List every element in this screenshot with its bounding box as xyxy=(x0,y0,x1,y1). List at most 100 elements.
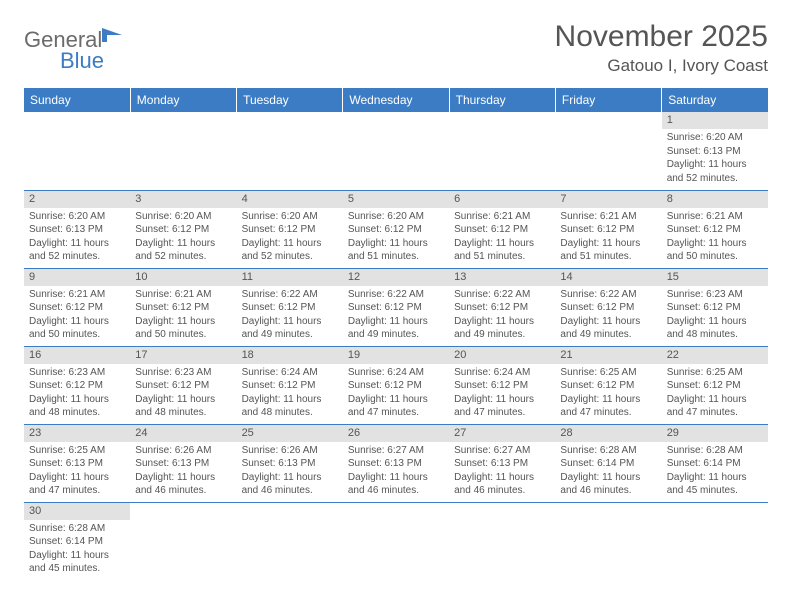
sunrise-line: Sunrise: 6:28 AM xyxy=(29,523,105,534)
day-number: 28 xyxy=(555,425,661,442)
day-number: 5 xyxy=(343,191,449,208)
calendar-cell: 11Sunrise: 6:22 AMSunset: 6:12 PMDayligh… xyxy=(237,268,343,346)
daylight-line: Daylight: 11 hours and 51 minutes. xyxy=(454,238,534,263)
day-number: 25 xyxy=(237,425,343,442)
day-content: Sunrise: 6:23 AM Sunset: 6:12 PM Daylight:… xyxy=(662,286,768,345)
daylight-line: Daylight: 11 hours and 47 minutes. xyxy=(560,394,640,419)
daylight-line: Daylight: 11 hours and 51 minutes. xyxy=(348,238,428,263)
day-header: Wednesday xyxy=(343,88,449,112)
calendar-cell xyxy=(555,502,661,582)
calendar-cell: 17Sunrise: 6:23 AMSunset: 6:12 PMDayligh… xyxy=(130,346,236,424)
calendar-cell: 2Sunrise: 6:20 AMSunset: 6:13 PMDaylight… xyxy=(24,190,130,268)
day-content: Sunrise: 6:22 AMSunset: 6:12 PMDaylight:… xyxy=(237,286,343,345)
day-content: Sunrise: 6:22 AMSunset: 6:12 PMDaylight:… xyxy=(449,286,555,345)
day-number: 8 xyxy=(662,191,768,208)
daylight-line: Daylight: 11 hours and 48 minutes. xyxy=(135,394,215,419)
calendar-cell: 21Sunrise: 6:25 AMSunset: 6:12 PMDayligh… xyxy=(555,346,661,424)
calendar-cell: 25Sunrise: 6:26 AMSunset: 6:13 PMDayligh… xyxy=(237,424,343,502)
calendar-cell: 8Sunrise: 6:21 AMSunset: 6:12 PMDaylight… xyxy=(662,190,768,268)
sunset-line: Sunset: 6:12 PM xyxy=(560,224,634,235)
sunset-line: Sunset: 6:12 PM xyxy=(454,302,528,313)
day-content: Sunrise: 6:21 AMSunset: 6:12 PMDaylight:… xyxy=(555,208,661,267)
daylight-line: Daylight: 11 hours and 52 minutes. xyxy=(242,238,322,263)
sunset-line: Sunset: 6:13 PM xyxy=(29,224,103,235)
calendar-cell: 15Sunrise: 6:23 AMSunset: 6:12 PMDayligh… xyxy=(662,268,768,346)
sunrise-line: Sunrise: 6:20 AM xyxy=(348,211,424,222)
calendar-cell xyxy=(130,502,236,582)
daylight-line: Daylight: 11 hours and 49 minutes. xyxy=(454,316,534,341)
sunset-line: Sunset: 6:13 PM xyxy=(348,458,422,469)
day-content: Sunrise: 6:20 AMSunset: 6:12 PMDaylight:… xyxy=(237,208,343,267)
day-content: Sunrise: 6:21 AMSunset: 6:12 PMDaylight:… xyxy=(130,286,236,345)
sunrise-line: Sunrise: 6:26 AM xyxy=(242,445,318,456)
calendar-cell: 7Sunrise: 6:21 AMSunset: 6:12 PMDaylight… xyxy=(555,190,661,268)
day-number: 26 xyxy=(343,425,449,442)
day-number: 19 xyxy=(343,347,449,364)
calendar-row: 30Sunrise: 6:28 AMSunset: 6:14 PMDayligh… xyxy=(24,502,768,582)
sunrise-line: Sunrise: 6:23 AM xyxy=(667,289,743,300)
day-content: Sunrise: 6:20 AMSunset: 6:13 PMDaylight:… xyxy=(662,129,768,188)
calendar-cell: 1Sunrise: 6:20 AMSunset: 6:13 PMDaylight… xyxy=(662,112,768,190)
day-header: Monday xyxy=(130,88,236,112)
sunset-line: Sunset: 6:12 PM xyxy=(242,380,316,391)
sunrise-line: Sunrise: 6:22 AM xyxy=(560,289,636,300)
day-number: 7 xyxy=(555,191,661,208)
sunrise-line: Sunrise: 6:26 AM xyxy=(135,445,211,456)
day-number: 3 xyxy=(130,191,236,208)
day-content: Sunrise: 6:20 AMSunset: 6:13 PMDaylight:… xyxy=(24,208,130,267)
calendar-cell xyxy=(555,112,661,190)
daylight-line: Daylight: 11 hours and 46 minutes. xyxy=(348,472,428,497)
day-content: Sunrise: 6:22 AMSunset: 6:12 PMDaylight:… xyxy=(555,286,661,345)
day-number: 27 xyxy=(449,425,555,442)
calendar-cell xyxy=(237,502,343,582)
calendar-cell xyxy=(343,112,449,190)
calendar-cell: 28Sunrise: 6:28 AMSunset: 6:14 PMDayligh… xyxy=(555,424,661,502)
day-number: 13 xyxy=(449,269,555,286)
calendar-cell: 14Sunrise: 6:22 AMSunset: 6:12 PMDayligh… xyxy=(555,268,661,346)
calendar-cell: 26Sunrise: 6:27 AMSunset: 6:13 PMDayligh… xyxy=(343,424,449,502)
sunset-line: Sunset: 6:12 PM xyxy=(242,224,316,235)
day-content: Sunrise: 6:25 AMSunset: 6:12 PMDaylight:… xyxy=(662,364,768,423)
sunset-line: Sunset: 6:12 PM xyxy=(29,302,103,313)
header: General November 2025 Gatouo I, Ivory Co… xyxy=(24,20,768,76)
day-number: 1 xyxy=(662,112,768,129)
day-content: Sunrise: 6:28 AMSunset: 6:14 PMDaylight:… xyxy=(24,520,130,579)
calendar-cell: 4Sunrise: 6:20 AMSunset: 6:12 PMDaylight… xyxy=(237,190,343,268)
day-header: Sunday xyxy=(24,88,130,112)
calendar-cell: 29Sunrise: 6:28 AMSunset: 6:14 PMDayligh… xyxy=(662,424,768,502)
day-number: 24 xyxy=(130,425,236,442)
calendar-cell: 5Sunrise: 6:20 AMSunset: 6:12 PMDaylight… xyxy=(343,190,449,268)
day-content: Sunrise: 6:20 AMSunset: 6:12 PMDaylight:… xyxy=(130,208,236,267)
day-content: Sunrise: 6:21 AMSunset: 6:12 PMDaylight:… xyxy=(449,208,555,267)
sunrise-line: Sunrise: 6:23 AM xyxy=(135,367,211,378)
sunset-line: Sunset: 6:12 PM xyxy=(667,302,741,313)
sunrise-line: Sunrise: 6:25 AM xyxy=(667,367,743,378)
day-number: 21 xyxy=(555,347,661,364)
calendar-cell: 30Sunrise: 6:28 AMSunset: 6:14 PMDayligh… xyxy=(24,502,130,582)
daylight-line: Daylight: 11 hours and 49 minutes. xyxy=(560,316,640,341)
calendar-cell: 9Sunrise: 6:21 AMSunset: 6:12 PMDaylight… xyxy=(24,268,130,346)
day-content: Sunrise: 6:21 AMSunset: 6:12 PMDaylight:… xyxy=(24,286,130,345)
daylight-line: Daylight: 11 hours and 52 minutes. xyxy=(667,159,747,184)
daylight-line: Daylight: 11 hours and 48 minutes. xyxy=(667,316,747,341)
sunset-line: Sunset: 6:13 PM xyxy=(454,458,528,469)
day-content: Sunrise: 6:21 AMSunset: 6:12 PMDaylight:… xyxy=(662,208,768,267)
sunset-line: Sunset: 6:12 PM xyxy=(242,302,316,313)
sunrise-line: Sunrise: 6:23 AM xyxy=(29,367,105,378)
daylight-line: Daylight: 11 hours and 46 minutes. xyxy=(560,472,640,497)
day-number: 22 xyxy=(662,347,768,364)
day-number: 12 xyxy=(343,269,449,286)
daylight-line: Daylight: 11 hours and 52 minutes. xyxy=(29,238,109,263)
day-content: Sunrise: 6:24 AMSunset: 6:12 PMDaylight:… xyxy=(343,364,449,423)
calendar-row: 2Sunrise: 6:20 AMSunset: 6:13 PMDaylight… xyxy=(24,190,768,268)
calendar-header-row: SundayMondayTuesdayWednesdayThursdayFrid… xyxy=(24,88,768,112)
sunrise-line: Sunrise: 6:21 AM xyxy=(29,289,105,300)
sunset-line: Sunset: 6:14 PM xyxy=(560,458,634,469)
calendar-cell: 18Sunrise: 6:24 AMSunset: 6:12 PMDayligh… xyxy=(237,346,343,424)
month-title: November 2025 xyxy=(555,20,768,54)
sunset-line: Sunset: 6:13 PM xyxy=(29,458,103,469)
daylight-line: Daylight: 11 hours and 46 minutes. xyxy=(454,472,534,497)
day-content: Sunrise: 6:26 AMSunset: 6:13 PMDaylight:… xyxy=(130,442,236,501)
calendar-cell xyxy=(662,502,768,582)
sunrise-line: Sunrise: 6:21 AM xyxy=(667,211,743,222)
